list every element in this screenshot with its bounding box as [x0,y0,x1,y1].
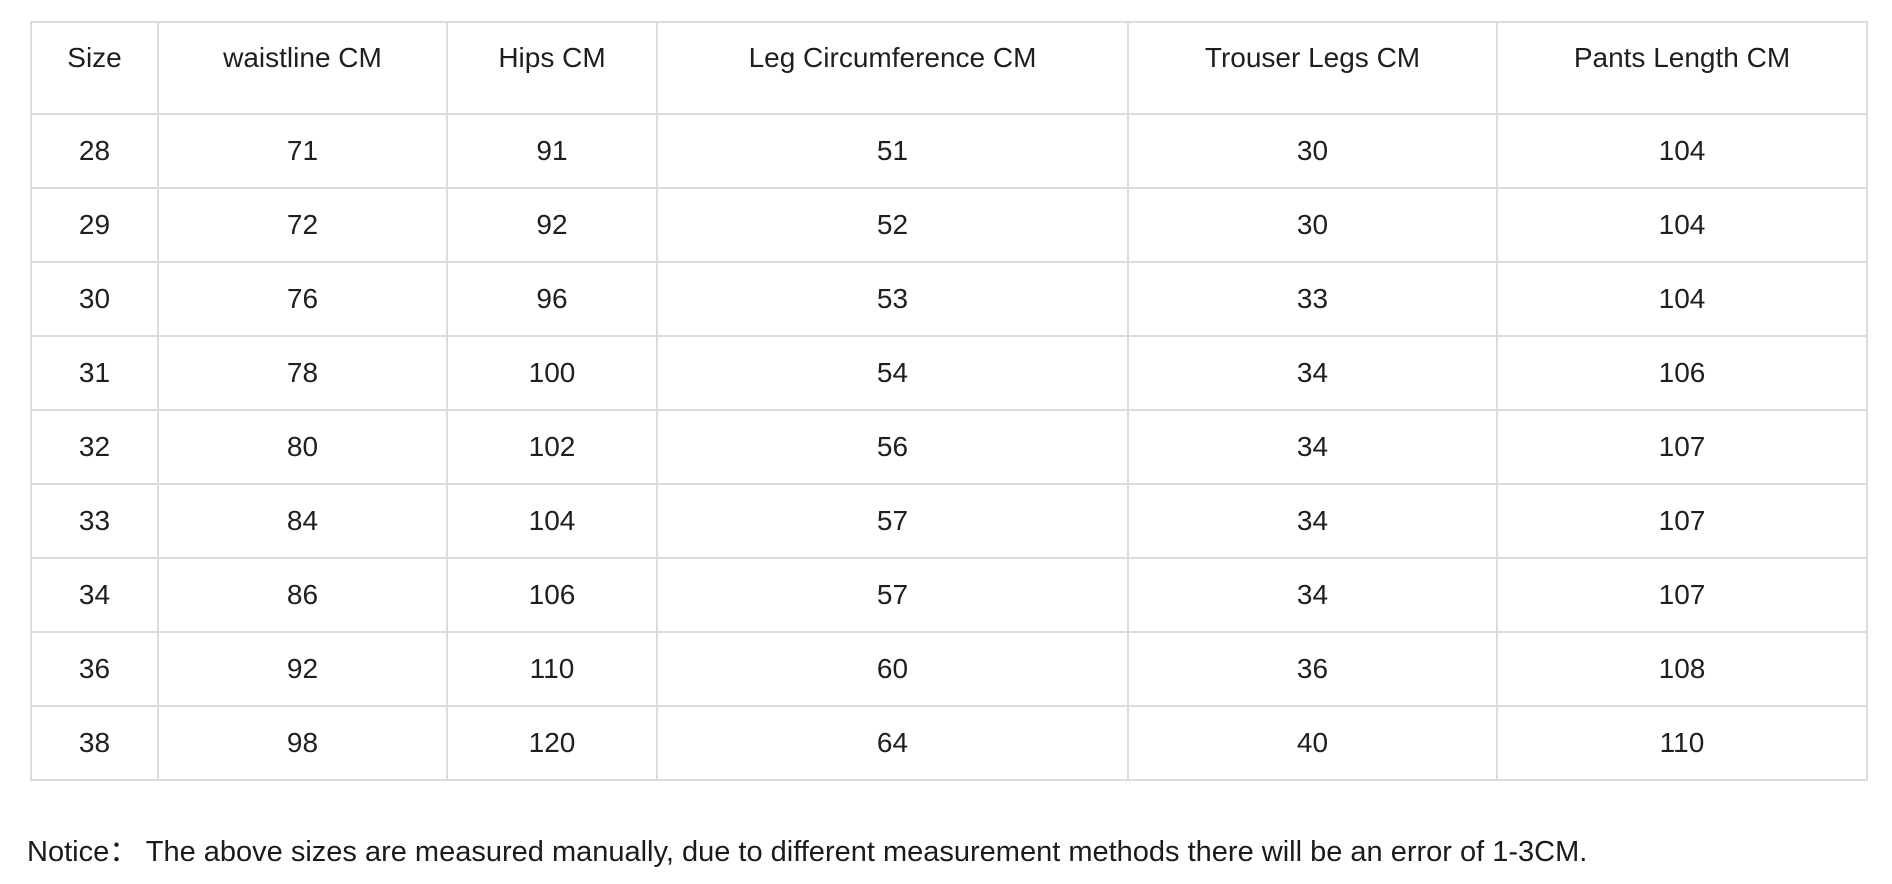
table-cell: 34 [1127,557,1498,633]
table-cell: 108 [1496,631,1868,707]
table-cell: 104 [446,483,658,559]
table-cell: 84 [157,483,448,559]
table-cell: 57 [656,557,1129,633]
table-row: 38 98 120 64 40 110 [30,705,1868,781]
table-cell: 57 [656,483,1129,559]
table-cell: 54 [656,335,1129,411]
table-cell: 72 [157,187,448,263]
table-cell: 102 [446,409,658,485]
table-cell: 64 [656,705,1129,781]
table-cell: 33 [1127,261,1498,337]
table-cell: 34 [1127,483,1498,559]
table-cell: 76 [157,261,448,337]
table-cell: 53 [656,261,1129,337]
table-cell: 60 [656,631,1129,707]
column-header-size: Size [30,21,159,115]
table-cell: 33 [30,483,159,559]
table-row: 33 84 104 57 34 107 [30,483,1868,559]
table-cell: 104 [1496,113,1868,189]
table-cell: 78 [157,335,448,411]
column-header-trouser-legs-cm: Trouser Legs CM [1127,21,1498,115]
column-header-pants-length-cm: Pants Length CM [1496,21,1868,115]
column-header-waistline-cm: waistline CM [157,21,448,115]
column-header-hips-cm: Hips CM [446,21,658,115]
table-cell: 91 [446,113,658,189]
table-cell: 100 [446,335,658,411]
table-row: 28 71 91 51 30 104 [30,113,1868,189]
table-cell: 34 [30,557,159,633]
column-header-leg-circumference-cm: Leg Circumference CM [656,21,1129,115]
table-cell: 106 [1496,335,1868,411]
table-cell: 38 [30,705,159,781]
table-cell: 120 [446,705,658,781]
table-cell: 30 [1127,113,1498,189]
table-row: 29 72 92 52 30 104 [30,187,1868,263]
table-cell: 32 [30,409,159,485]
table-cell: 29 [30,187,159,263]
table-body: 28 71 91 51 30 104 29 72 92 52 30 104 30 76 96 53 33 104 3… [30,113,1868,781]
table-cell: 30 [1127,187,1498,263]
table-cell: 30 [30,261,159,337]
table-cell: 104 [1496,261,1868,337]
table-cell: 107 [1496,409,1868,485]
table-row: 31 78 100 54 34 106 [30,335,1868,411]
size-chart-table: Size waistline CM Hips CM Leg Circumference… [30,21,1868,781]
table-row: 34 86 106 57 34 107 [30,557,1868,633]
table-cell: 106 [446,557,658,633]
table-cell: 92 [157,631,448,707]
table-cell: 56 [656,409,1129,485]
table-cell: 34 [1127,335,1498,411]
table-cell: 110 [1496,705,1868,781]
table-cell: 98 [157,705,448,781]
table-cell: 40 [1127,705,1498,781]
table-cell: 80 [157,409,448,485]
notice-text: Notice： The above sizes are measured man… [27,836,1588,868]
table-cell: 36 [30,631,159,707]
table-row: 32 80 102 56 34 107 [30,409,1868,485]
table-cell: 31 [30,335,159,411]
table-cell: 36 [1127,631,1498,707]
table-cell: 104 [1496,187,1868,263]
table-cell: 28 [30,113,159,189]
table-cell: 51 [656,113,1129,189]
table-cell: 107 [1496,557,1868,633]
header-row: Size waistline CM Hips CM Leg Circumference… [30,21,1868,115]
table-row: 30 76 96 53 33 104 [30,261,1868,337]
size-chart: Size waistline CM Hips CM Leg Circumference… [30,21,1868,781]
table-cell: 34 [1127,409,1498,485]
table-cell: 107 [1496,483,1868,559]
table-cell: 110 [446,631,658,707]
table-cell: 52 [656,187,1129,263]
table-cell: 92 [446,187,658,263]
table-cell: 86 [157,557,448,633]
table-cell: 96 [446,261,658,337]
table-row: 36 92 110 60 36 108 [30,631,1868,707]
table-cell: 71 [157,113,448,189]
